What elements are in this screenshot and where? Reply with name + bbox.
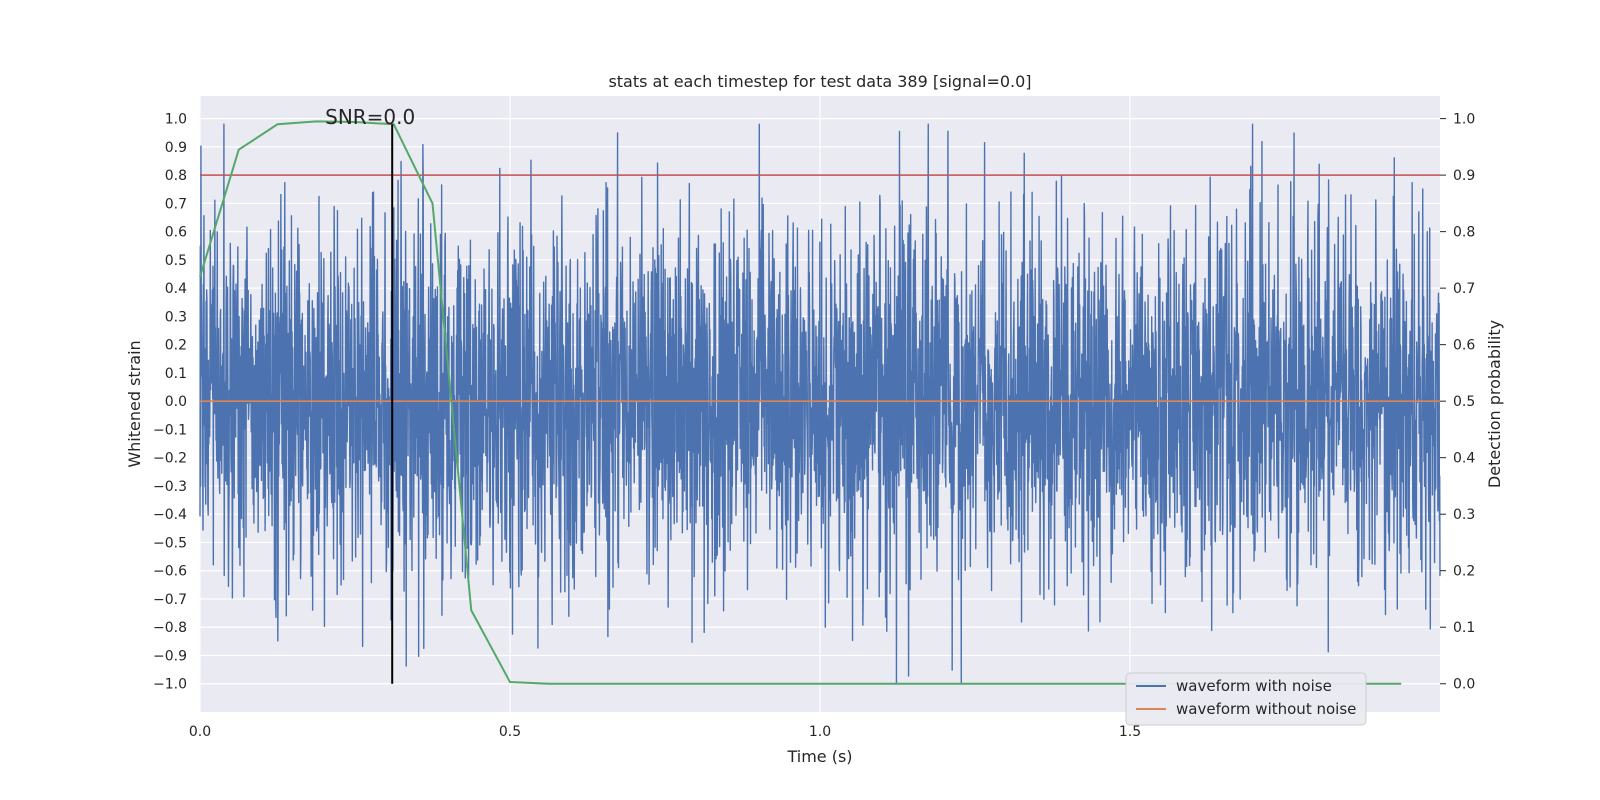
y-right-tick-label-9: 0.1 xyxy=(1453,620,1475,636)
y-right-tick-label-7: 0.3 xyxy=(1453,507,1475,523)
y-left-tick-label-4: 0.6 xyxy=(165,225,187,241)
legend-label-waveform-with-noise: waveform with noise xyxy=(1176,677,1332,695)
y-axis-left-label: Whitened strain xyxy=(125,340,144,467)
y-right-tick-label-10: 0.0 xyxy=(1453,677,1475,693)
y-right-tick-label-3: 0.7 xyxy=(1453,281,1475,297)
y-left-tick-label-19: −0.9 xyxy=(153,648,187,664)
legend-label-waveform-without-noise: waveform without noise xyxy=(1176,700,1356,718)
legend-box xyxy=(1125,672,1367,726)
y-left-tick-label-13: −0.3 xyxy=(153,479,187,495)
waveform-with-noise-series xyxy=(199,123,1441,685)
y-right-tick-label-0: 1.0 xyxy=(1453,112,1475,128)
y-left-tick-label-11: −0.1 xyxy=(153,422,187,438)
y-left-tick-label-2: 0.8 xyxy=(165,168,187,184)
y-left-tick-label-14: −0.4 xyxy=(153,507,187,523)
y-left-tick-label-0: 1.0 xyxy=(165,112,187,128)
legend: waveform with noise waveform without noi… xyxy=(1125,672,1367,726)
y-left-tick-label-18: −0.8 xyxy=(153,620,187,636)
x-axis-label: Time (s) xyxy=(786,747,852,766)
y-right-tick-label-5: 0.5 xyxy=(1453,394,1475,410)
y-axis-right-label: Detection probability xyxy=(1485,320,1504,488)
y-right-tick-label-1: 0.9 xyxy=(1453,168,1475,184)
y-left-tick-label-15: −0.5 xyxy=(153,535,187,551)
y-left-tick-label-16: −0.6 xyxy=(153,564,187,580)
x-tick-label-3: 1.5 xyxy=(1119,724,1141,740)
y-left-tick-label-9: 0.1 xyxy=(165,366,187,382)
y-left-tick-label-20: −1.0 xyxy=(153,677,187,693)
x-axis-ticks: 0.0 0.5 1.0 1.5 xyxy=(189,724,1141,740)
y-axis-left-ticks: 1.0 0.9 0.8 0.7 0.6 0.5 0.4 0.3 0.2 0.1 0.0 −0.1 −0.… xyxy=(153,112,187,693)
waveform-with-noise-line xyxy=(199,123,1441,685)
y-left-tick-label-6: 0.4 xyxy=(165,281,187,297)
y-left-tick-label-10: 0.0 xyxy=(165,394,187,410)
y-left-tick-label-8: 0.2 xyxy=(165,338,187,354)
x-tick-label-1: 0.5 xyxy=(499,724,521,740)
y-left-tick-label-17: −0.7 xyxy=(153,592,187,608)
y-right-tick-label-2: 0.8 xyxy=(1453,225,1475,241)
y-right-tick-label-6: 0.4 xyxy=(1453,451,1475,467)
snr-annotation: SNR=0.0 xyxy=(325,105,415,129)
y-right-tick-label-8: 0.2 xyxy=(1453,564,1475,580)
y-left-tick-label-12: −0.2 xyxy=(153,451,187,467)
y-axis-right-ticks: 1.0 0.9 0.8 0.7 0.6 0.5 0.4 0.3 0.2 0.1 0.0 xyxy=(1440,112,1475,693)
y-left-tick-label-7: 0.3 xyxy=(165,309,187,325)
y-left-tick-label-3: 0.7 xyxy=(165,196,187,212)
y-right-tick-label-4: 0.6 xyxy=(1453,338,1475,354)
x-tick-label-2: 1.0 xyxy=(809,724,831,740)
chart-title: stats at each timestep for test data 389… xyxy=(608,72,1031,91)
x-tick-label-0: 0.0 xyxy=(189,724,211,740)
y-left-tick-label-5: 0.5 xyxy=(165,253,187,269)
y-left-tick-label-1: 0.9 xyxy=(165,140,187,156)
